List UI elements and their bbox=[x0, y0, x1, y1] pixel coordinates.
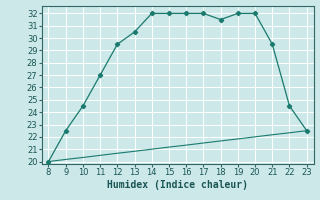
X-axis label: Humidex (Indice chaleur): Humidex (Indice chaleur) bbox=[107, 180, 248, 190]
